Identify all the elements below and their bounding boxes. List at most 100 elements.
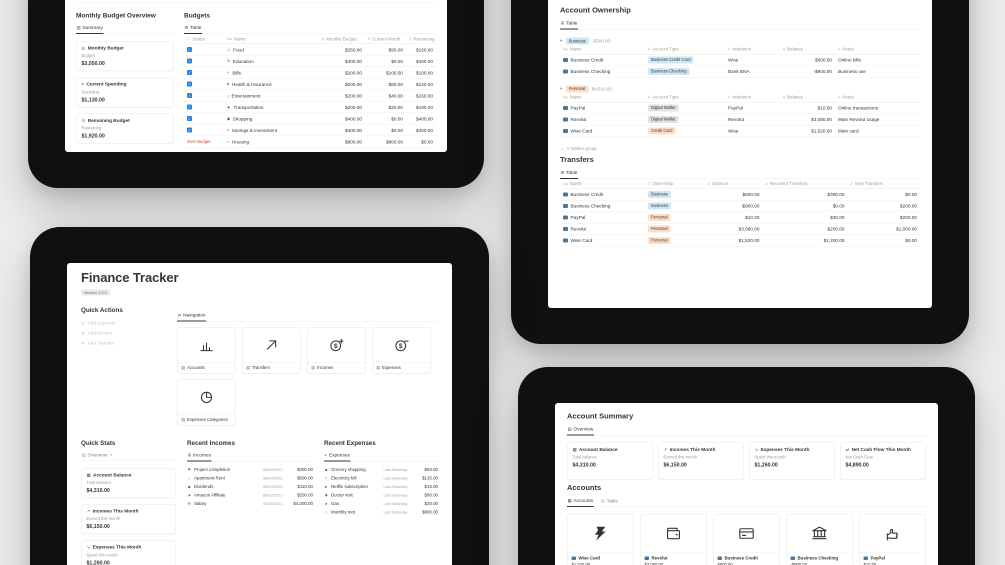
view-tab-accounts-table[interactable]: ⊞ Table — [601, 499, 619, 507]
transfer-row[interactable]: Business Checking Business -$900.00 $0.0… — [560, 200, 920, 212]
status-checkbox[interactable]: ✓ — [187, 70, 192, 75]
budget-row[interactable]: ✓ ✎ Education $400.00 $0.00 $400.00 — [184, 56, 436, 67]
account-icon — [563, 192, 568, 197]
collapse-caret-icon[interactable]: ▾ — [560, 38, 563, 44]
status-checkbox[interactable]: Over Budget — [187, 139, 211, 144]
svg-text:$: $ — [334, 343, 338, 350]
expense-row[interactable]: ⌂ Monthly rent Last Saturday $800.00 — [324, 508, 438, 517]
property-icon: ≡ — [648, 94, 651, 100]
budget-row[interactable]: Over Budget ⌂ Housing $800.00 $800.00 $0.… — [184, 136, 436, 148]
group-header-personal[interactable]: ▾ Personal $4,610.00 — [560, 85, 920, 93]
column-header[interactable]: # Balance — [780, 92, 835, 102]
quick-action-button[interactable]: ⊖ Add Expense — [81, 320, 166, 326]
account-card-business-checking[interactable]: Business Checking -$900.00 Business Chec… — [786, 514, 853, 565]
hidden-group-toggle[interactable]: ⌄ 1 hidden group — [560, 146, 920, 152]
column-header[interactable]: ≡ Institution — [725, 44, 780, 54]
expense-name: Electricity bill — [331, 475, 357, 481]
account-card-paypal[interactable]: PayPal $10.00 Digital Wallet — [859, 514, 926, 565]
column-header[interactable]: ≡ Institution — [725, 92, 780, 102]
view-tab-table[interactable]: ⊞ Table — [184, 25, 202, 34]
category-icon: ✎ — [227, 58, 231, 64]
transfer-row[interactable]: Wise Card Personal $1,520.00 $1,200.00 $… — [560, 235, 920, 247]
nav-card-accounts[interactable]: ▦ Accounts — [177, 327, 236, 374]
income-row[interactable]: ★ Amazon Affiliate 08/02/2023 $200.00 — [187, 491, 313, 500]
status-checkbox[interactable]: ✓ — [187, 93, 192, 98]
group-header-business[interactable]: ▾ Business -$300.00 — [560, 37, 920, 45]
quick-action-button[interactable]: ⇄ Add Transfer — [81, 340, 166, 346]
status-checkbox[interactable]: ✓ — [187, 81, 192, 87]
status-checkbox[interactable]: ✓ — [187, 127, 192, 133]
income-row[interactable]: ⚑ Project completion 08/02/2023 $300.00 — [187, 465, 313, 474]
account-card-wise[interactable]: Wise Card $1,520.00 Credit Card — [567, 514, 634, 565]
column-header[interactable]: ≡ Ownership — [645, 179, 705, 189]
budget-row[interactable]: ✓ ♥ Health & Insurance $200.00 $80.00 $12… — [184, 79, 436, 90]
column-header[interactable]: Aa Name — [560, 44, 645, 54]
status-checkbox[interactable]: ✓ — [187, 58, 192, 64]
transfer-row[interactable]: PayPal Personal $10.00 $30.00 $200.00 — [560, 212, 920, 224]
property-icon: ≡ — [728, 94, 731, 100]
column-header[interactable]: ✓ Status — [184, 34, 224, 44]
collapse-caret-icon[interactable]: ▾ — [560, 86, 563, 92]
monthly-budget-value: $400.00 — [345, 127, 362, 133]
column-header[interactable]: # Sent Transfers — [848, 179, 921, 189]
nav-card-transfers[interactable]: ▦ Transfers — [242, 327, 301, 374]
income-row[interactable]: ✉ Salary 08/05/2023 $4,000.00 — [187, 499, 313, 508]
view-tab-navigation[interactable]: ⇄ Navigation — [177, 312, 207, 322]
view-tab-table[interactable]: ⊞ Table — [560, 170, 578, 179]
column-header[interactable]: ≡ Account Type — [645, 44, 725, 54]
budget-row[interactable]: ✓ ⚡ Bills $200.00 $100.00 $100.00 — [184, 67, 436, 79]
stat-icon: ◷ — [81, 117, 86, 123]
account-row[interactable]: Business Checking Business Checking Bank… — [560, 66, 920, 78]
nav-card-incomes[interactable]: $ ▦ Incomes — [307, 327, 366, 374]
expense-row[interactable]: ► Netflix subscription Last Saturday $16… — [324, 482, 438, 491]
transfer-row[interactable]: Business Credit Business $600.00 $300.00… — [560, 189, 920, 201]
status-checkbox[interactable]: ✓ — [187, 104, 192, 110]
expense-row[interactable]: ✚ Doctor visit Last Saturday $80.00 — [324, 491, 438, 500]
column-header[interactable]: Aa Name — [560, 92, 645, 102]
view-tab-overview[interactable]: ▤ Overview — [567, 427, 594, 436]
expense-row[interactable]: ■ Grocery shopping Last Saturday $93.00 — [324, 465, 438, 474]
account-card-revolut[interactable]: Revolut $3,080.00 Digital Wallet — [640, 514, 707, 565]
column-header[interactable]: # Balance — [705, 179, 763, 189]
column-header[interactable]: ≡ Notes — [835, 92, 920, 102]
column-header[interactable]: Aa Name — [224, 34, 319, 44]
nav-card-expenses[interactable]: $ ▦ Expenses — [372, 327, 431, 374]
view-tab-summary[interactable]: ▤ Summary — [76, 25, 104, 34]
column-label: Ownership — [652, 181, 674, 187]
budget-row[interactable]: ✓ ► Transportation $200.00 $20.00 $180.00 — [184, 102, 436, 113]
column-header[interactable]: ≡ Notes — [835, 44, 920, 54]
column-header[interactable]: # Current Month — [365, 34, 406, 44]
income-row[interactable]: ⌂ Apartment Rent 08/02/2023 $600.00 — [187, 474, 313, 483]
income-icon: ◆ — [187, 484, 191, 489]
nav-card-expenses-categories[interactable]: ▦ Expenses Categories — [177, 379, 236, 426]
account-card-business-credit[interactable]: Business Credit $600.00 Business Credit … — [713, 514, 780, 565]
view-tab-incomes[interactable]: ⊞ Incomes — [187, 452, 212, 462]
column-header[interactable]: Aa Name — [560, 179, 645, 189]
budget-name: Housing — [231, 138, 250, 145]
column-header[interactable]: # Balance — [780, 44, 835, 54]
expense-row[interactable]: ⚡ Electricity bill Last Saturday $133.00 — [324, 474, 438, 483]
income-row[interactable]: ◆ Dividends 28/02/2023 $110.00 — [187, 482, 313, 491]
remaining-value: $400.00 — [416, 58, 433, 64]
view-tab-overview[interactable]: ▤ Overview ▾ — [81, 452, 113, 460]
expense-row[interactable]: ● Gas Last Saturday $20.00 — [324, 499, 438, 508]
account-row[interactable]: Wise Card Credit Card Wise $1,520.00 Mai… — [560, 125, 920, 137]
column-header[interactable]: # Received Transfers — [763, 179, 848, 189]
budget-row[interactable]: ✓ ¤ Savings & Investment $400.00 $0.00 $4… — [184, 125, 436, 136]
account-row[interactable]: Revolut Digital Wallet Revolut $3,080.00… — [560, 114, 920, 126]
view-tab-expenses[interactable]: ≡ Expenses — [324, 452, 351, 462]
budget-row[interactable]: ✓ ♪ Entertainment $200.00 $40.00 $160.00 — [184, 90, 436, 102]
column-header[interactable]: # Monthly Budget — [319, 34, 365, 44]
budget-row[interactable]: ✓ ♨ Food $250.00 $90.00 $160.00 — [184, 44, 436, 56]
budget-row[interactable]: ✓ ◆ Shopping $400.00 $0.00 $400.00 — [184, 113, 436, 125]
transfer-row[interactable]: Revolut Personal $3,080.00 $200.00 $1,00… — [560, 223, 920, 235]
account-row[interactable]: Business Credit Business Credit Card Wis… — [560, 54, 920, 66]
status-checkbox[interactable]: ✓ — [187, 47, 192, 52]
column-header[interactable]: ≡ Account Type — [645, 92, 725, 102]
column-header[interactable]: Σ Remaining — [406, 34, 436, 44]
view-tab-accounts-gallery[interactable]: ▦ Accounts — [567, 498, 594, 507]
status-checkbox[interactable]: ✓ — [187, 116, 192, 121]
account-row[interactable]: PayPal Digital Wallet PayPal $10.00 Onli… — [560, 102, 920, 114]
quick-action-button[interactable]: ⊕ Add Income — [81, 330, 166, 336]
view-tab-table[interactable]: ⊞ Table — [560, 21, 578, 30]
